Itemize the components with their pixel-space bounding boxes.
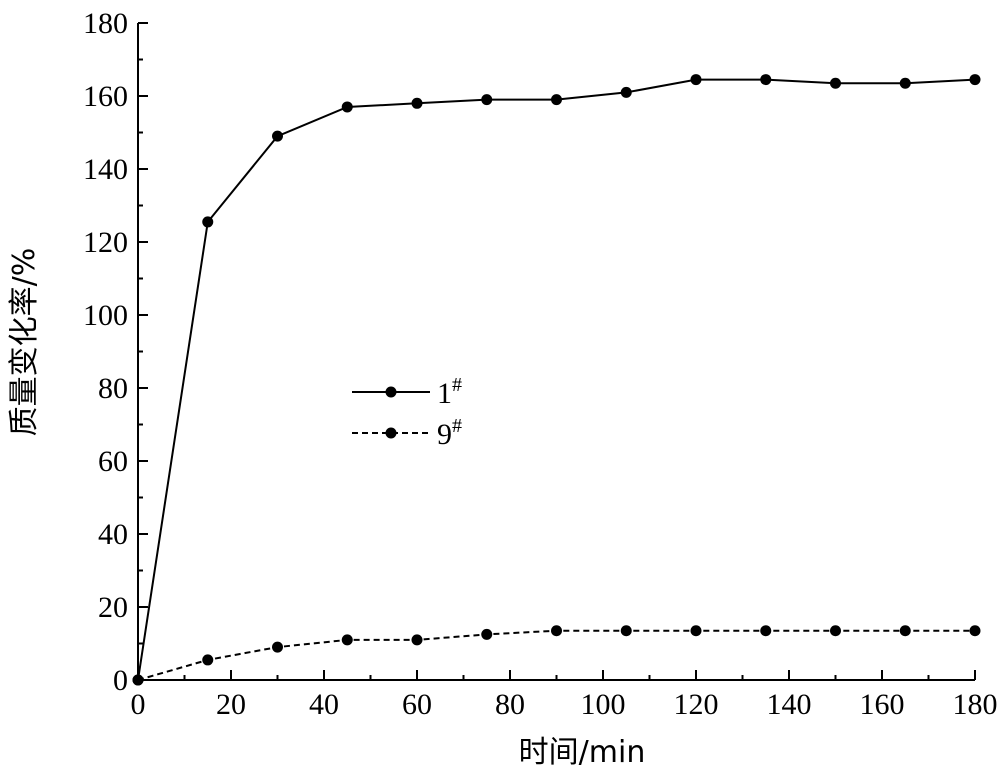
x-tick-label: 100 [581, 688, 626, 721]
data-point [830, 625, 841, 637]
data-point [202, 654, 214, 666]
x-axis-title: 时间/min [519, 735, 646, 770]
series-9 [132, 625, 981, 686]
y-tick-label: 160 [83, 80, 128, 113]
y-tick-label: 140 [83, 153, 128, 186]
data-point [272, 130, 283, 142]
series-layer [132, 74, 981, 686]
x-tick-label: 180 [953, 688, 998, 721]
data-point [341, 634, 353, 646]
series-1 [132, 74, 981, 686]
y-axis-title: 质量变化率/% [7, 248, 42, 437]
data-point [899, 625, 911, 637]
x-tick-label: 140 [767, 688, 812, 721]
data-point [760, 74, 772, 86]
y-axis-ticks: 0 20 40 60 80 100 120 140 160 180 [83, 7, 148, 697]
legend: 1#9# [352, 374, 462, 451]
data-point [551, 94, 562, 106]
x-tick-label: 20 [216, 688, 246, 721]
data-point [899, 77, 911, 89]
data-point [551, 625, 562, 637]
data-point [481, 94, 493, 106]
data-point [411, 634, 423, 646]
y-tick-label: 60 [98, 445, 128, 478]
data-point [690, 74, 702, 86]
y-tick-label: 40 [98, 518, 128, 551]
x-tick-label: 80 [495, 688, 525, 721]
legend-item-1: 1# [352, 374, 462, 410]
y-tick-label: 80 [98, 372, 128, 405]
y-tick-label: 100 [83, 299, 128, 332]
series-line [137, 78, 976, 681]
data-point [969, 625, 981, 637]
x-tick-label: 60 [402, 688, 432, 721]
data-point [969, 74, 981, 86]
data-point [481, 628, 493, 640]
x-tick-label: 160 [860, 688, 905, 721]
data-point [760, 625, 772, 637]
x-tick-label: 0 [131, 688, 146, 721]
legend-label: 9# [437, 415, 462, 451]
data-point [830, 77, 841, 89]
legend-label: 1# [437, 374, 462, 410]
data-point [272, 641, 283, 653]
x-tick-label: 120 [674, 688, 719, 721]
legend-marker [385, 427, 397, 439]
y-tick-label: 0 [113, 664, 128, 697]
series-line [137, 629, 975, 681]
y-tick-label: 180 [83, 7, 128, 40]
y-tick-label: 20 [98, 591, 128, 624]
legend-marker [385, 386, 397, 398]
data-point [341, 101, 353, 113]
data-point [620, 86, 632, 98]
x-tick-label: 40 [309, 688, 339, 721]
data-point [620, 625, 632, 637]
data-point [202, 216, 214, 228]
data-point [132, 674, 144, 686]
data-point [690, 625, 702, 637]
x-axis-ticks: 0 20 40 60 80 100 120 140 160 180 [131, 670, 998, 721]
data-point [411, 97, 423, 109]
legend-item-9: 9# [352, 415, 462, 451]
plot-frame [137, 23, 975, 681]
y-tick-label: 120 [83, 226, 128, 259]
